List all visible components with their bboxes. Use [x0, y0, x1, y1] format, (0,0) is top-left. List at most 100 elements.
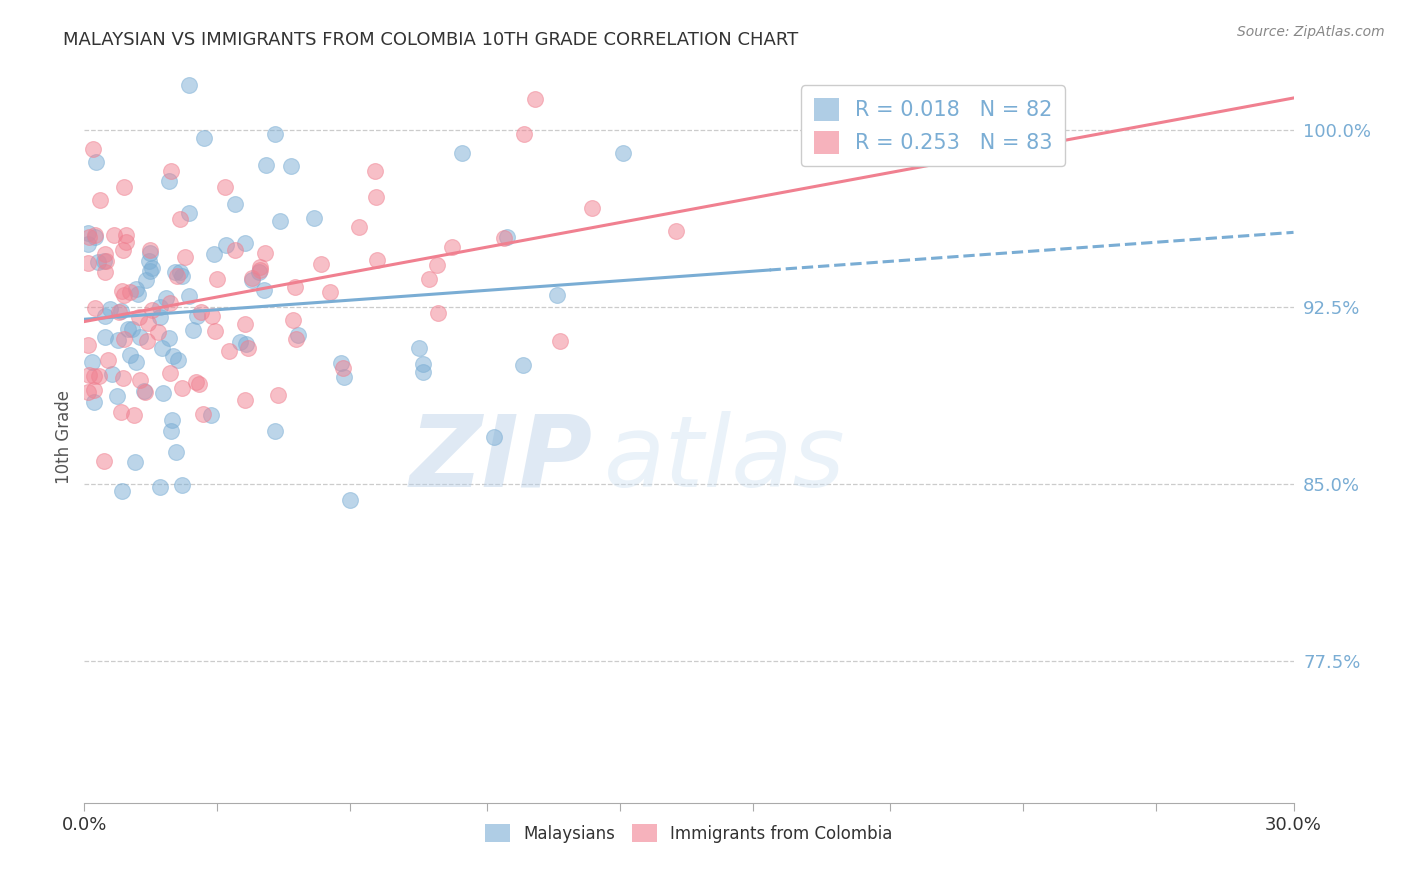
Point: [233, 236, 256, 251]
Point: [132, 384, 155, 398]
Point: [280, 159, 302, 173]
Point: [254, 158, 277, 172]
Point: [229, 334, 252, 349]
Point: [141, 302, 163, 317]
Point: [93, 254, 115, 268]
Text: ZIP: ZIP: [409, 410, 592, 508]
Point: [96, 254, 118, 268]
Point: [111, 484, 134, 499]
Point: [124, 409, 146, 423]
Point: [128, 373, 150, 387]
Point: [89, 194, 111, 208]
Point: [138, 254, 160, 268]
Point: [77, 256, 100, 270]
Point: [347, 220, 370, 235]
Point: [550, 334, 572, 349]
Point: [202, 247, 225, 261]
Point: [318, 285, 340, 299]
Point: [121, 322, 143, 336]
Point: [283, 313, 305, 327]
Point: [115, 235, 138, 249]
Point: [124, 455, 146, 469]
Point: [412, 357, 434, 371]
Point: [77, 237, 100, 252]
Point: [146, 325, 169, 339]
Point: [249, 263, 271, 277]
Point: [214, 180, 236, 194]
Point: [233, 393, 256, 408]
Point: [112, 180, 135, 194]
Point: [418, 272, 440, 286]
Point: [128, 310, 150, 325]
Point: [111, 371, 134, 385]
Point: [159, 366, 181, 380]
Point: [84, 230, 107, 244]
Y-axis label: 10th Grade: 10th Grade: [55, 390, 73, 484]
Point: [512, 127, 534, 141]
Point: [302, 211, 325, 226]
Point: [309, 257, 332, 271]
Point: [253, 246, 276, 260]
Point: [159, 296, 181, 310]
Point: [111, 243, 134, 257]
Point: [134, 385, 156, 400]
Point: [110, 304, 132, 318]
Point: [201, 309, 224, 323]
Point: [546, 287, 568, 301]
Point: [172, 268, 194, 283]
Point: [364, 163, 387, 178]
Point: [330, 356, 353, 370]
Point: [87, 369, 110, 384]
Point: [136, 334, 159, 348]
Point: [120, 285, 142, 300]
Point: [224, 243, 246, 257]
Point: [179, 206, 201, 220]
Point: [205, 271, 228, 285]
Point: [94, 246, 117, 260]
Point: [93, 453, 115, 467]
Legend: Malaysians, Immigrants from Colombia: Malaysians, Immigrants from Colombia: [478, 818, 900, 849]
Point: [193, 131, 215, 145]
Point: [157, 174, 180, 188]
Text: atlas: atlas: [605, 410, 846, 508]
Point: [160, 413, 183, 427]
Point: [94, 265, 117, 279]
Point: [79, 230, 101, 244]
Point: [166, 269, 188, 284]
Point: [169, 265, 191, 279]
Point: [427, 306, 450, 320]
Point: [77, 368, 100, 382]
Point: [138, 316, 160, 330]
Point: [111, 284, 134, 298]
Point: [190, 305, 212, 319]
Point: [284, 280, 307, 294]
Point: [366, 190, 388, 204]
Point: [482, 430, 505, 444]
Point: [98, 301, 121, 316]
Point: [160, 425, 183, 439]
Point: [127, 287, 149, 301]
Point: [108, 304, 131, 318]
Point: [80, 355, 103, 369]
Point: [339, 492, 361, 507]
Point: [267, 388, 290, 402]
Point: [84, 301, 107, 316]
Point: [118, 348, 141, 362]
Point: [494, 230, 516, 244]
Point: [188, 377, 211, 392]
Point: [287, 328, 309, 343]
Point: [581, 201, 603, 215]
Point: [215, 238, 238, 252]
Point: [412, 365, 434, 379]
Point: [138, 246, 160, 260]
Point: [103, 227, 125, 242]
Point: [97, 353, 120, 368]
Point: [408, 341, 430, 355]
Point: [451, 146, 474, 161]
Point: [139, 263, 162, 277]
Point: [148, 300, 170, 314]
Point: [125, 355, 148, 369]
Point: [114, 228, 136, 243]
Point: [332, 360, 354, 375]
Point: [186, 310, 208, 324]
